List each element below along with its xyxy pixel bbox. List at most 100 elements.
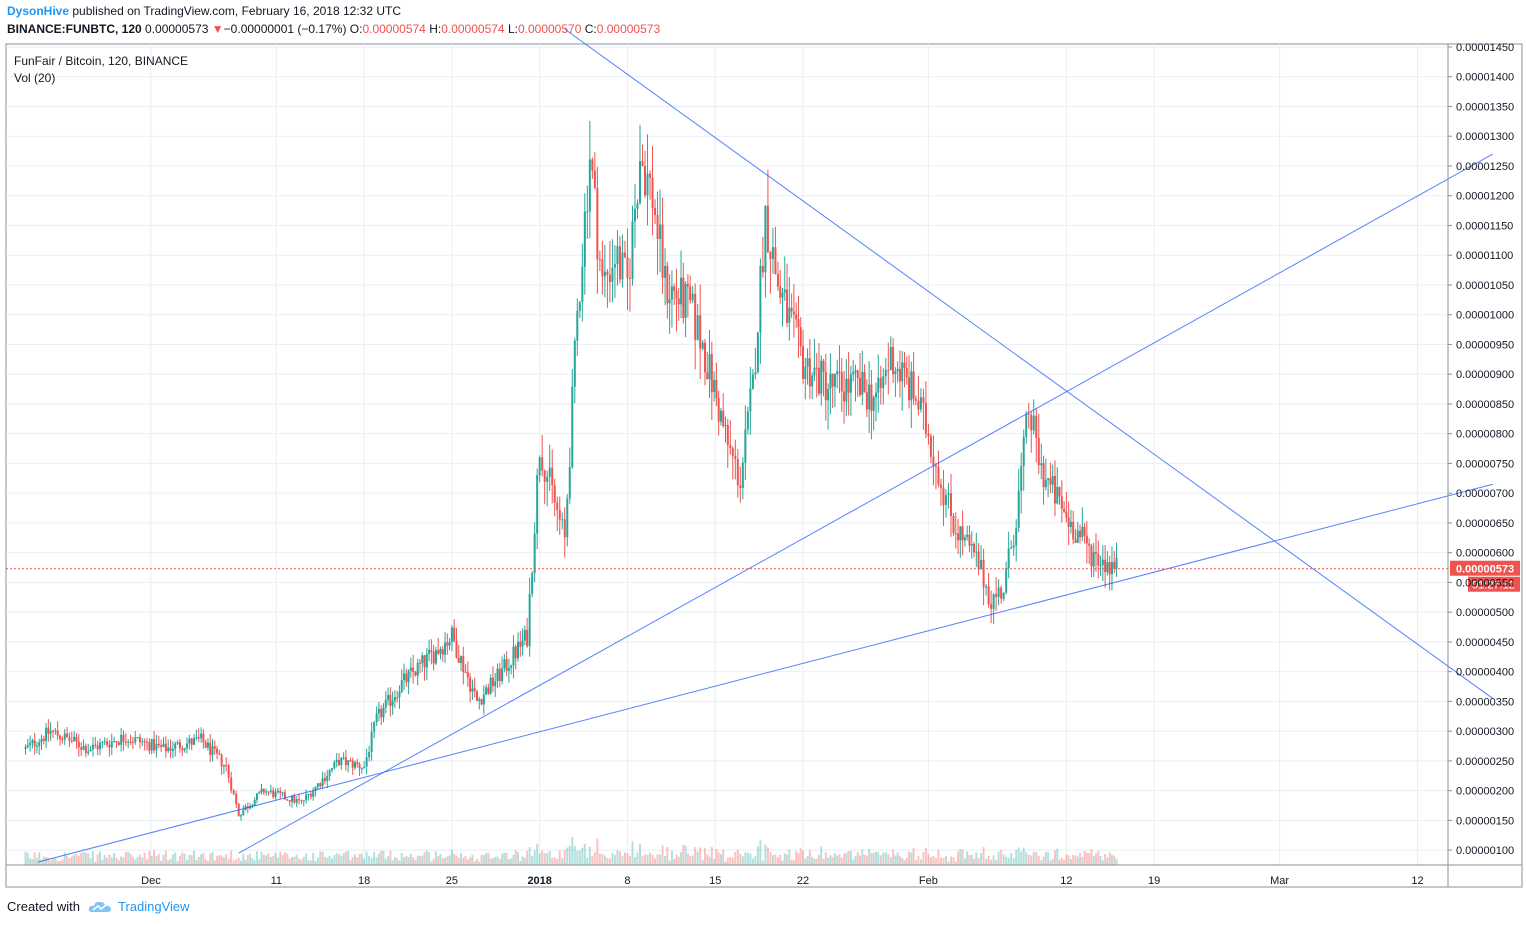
candle-body <box>326 776 329 782</box>
candle-body <box>903 362 906 368</box>
volume-bar <box>448 855 451 865</box>
volume-bar <box>262 854 265 865</box>
volume-bar <box>621 856 624 865</box>
volume-bar <box>761 860 764 865</box>
candle-body <box>351 760 354 768</box>
volume-bar <box>138 854 141 865</box>
volume-bar <box>1081 856 1084 865</box>
volume-bar <box>626 853 629 865</box>
volume-bar <box>409 853 412 865</box>
candle-body <box>1022 436 1025 467</box>
volume-bar <box>432 859 435 865</box>
volume-bar <box>434 851 437 865</box>
candle-body <box>181 748 184 751</box>
candle-body <box>312 790 315 797</box>
volume-bar <box>407 857 410 865</box>
volume-bar <box>66 855 69 865</box>
volume-bar <box>790 859 793 865</box>
volume-bar <box>131 856 134 865</box>
volume-bar <box>496 856 499 865</box>
volume-bar <box>865 855 868 865</box>
candle-body <box>776 274 779 287</box>
volume-bar <box>764 844 767 865</box>
candle-body <box>521 640 524 647</box>
candle-body <box>314 786 317 791</box>
candle-body <box>391 700 394 706</box>
candle-body <box>122 734 125 742</box>
volume-bar <box>279 851 282 865</box>
volume-bar <box>852 859 855 865</box>
candle-body <box>558 509 561 520</box>
y-tick-label: 0.00001450 <box>1456 42 1514 54</box>
volume-bars <box>24 837 1118 865</box>
candle-body <box>686 283 689 287</box>
volume-bar <box>482 854 485 865</box>
volume-bar <box>491 858 494 865</box>
candle-body <box>970 544 973 546</box>
volume-bar <box>985 858 988 865</box>
candle-body <box>661 224 664 278</box>
candle-body <box>749 388 752 412</box>
volume-bar <box>744 852 747 865</box>
volume-bar <box>824 852 827 865</box>
volume-bar <box>583 843 586 865</box>
candle-body <box>453 627 456 642</box>
candle-body <box>806 358 809 367</box>
volume-bar <box>398 860 401 865</box>
volume-bar <box>686 853 689 865</box>
candle-body <box>185 743 188 749</box>
close-label: C: <box>584 22 597 36</box>
candle-body <box>494 681 497 687</box>
author-link[interactable]: DysonHive <box>7 4 70 18</box>
volume-bar <box>673 859 676 865</box>
candle-body <box>183 748 186 751</box>
volume-bar <box>59 861 62 865</box>
tradingview-link[interactable]: TradingView <box>117 899 190 914</box>
volume-bar <box>903 860 906 865</box>
candle-body <box>1037 437 1040 466</box>
candle-body <box>1053 476 1056 504</box>
volume-bar <box>505 852 508 865</box>
candle-body <box>588 159 591 212</box>
volume-bar <box>340 856 343 865</box>
candle-body <box>804 366 807 379</box>
volume-bar <box>774 854 777 865</box>
volume-bar <box>1097 850 1100 865</box>
candle-body <box>656 214 659 240</box>
volume-bar <box>1092 856 1095 865</box>
candle-body <box>235 794 238 805</box>
volume-bar <box>237 857 240 865</box>
volume-bar <box>178 855 181 865</box>
tradingview-cloud-icon <box>88 901 111 912</box>
candle-body <box>576 310 579 341</box>
volume-bar <box>206 860 209 865</box>
volume-bar <box>606 857 609 865</box>
candle-body <box>781 292 784 298</box>
high-label: H: <box>429 22 442 36</box>
candle-body <box>703 342 706 373</box>
candle-body <box>1047 478 1050 480</box>
volume-bar <box>746 852 749 865</box>
volume-bar <box>894 855 897 865</box>
volume-bar <box>298 858 301 865</box>
candle-body <box>613 264 616 268</box>
candle-body <box>783 289 786 293</box>
volume-bar <box>460 852 463 865</box>
volume-bar <box>551 857 554 865</box>
volume-bar <box>783 853 786 865</box>
volume-bar <box>35 858 38 865</box>
volume-bar <box>1022 847 1025 865</box>
candle-body <box>360 768 363 770</box>
volume-bar <box>240 860 242 865</box>
y-tick-label: 0.00000800 <box>1456 429 1514 441</box>
volume-bar <box>980 853 983 865</box>
y-tick-label: 0.00000300 <box>1456 726 1514 738</box>
candle-body <box>59 735 62 740</box>
candle-body <box>131 741 134 743</box>
volume-bar <box>319 851 322 865</box>
candle-body <box>377 708 380 714</box>
volume-bar <box>302 856 305 865</box>
volume-bar <box>1060 857 1063 865</box>
candle-body <box>405 673 408 683</box>
